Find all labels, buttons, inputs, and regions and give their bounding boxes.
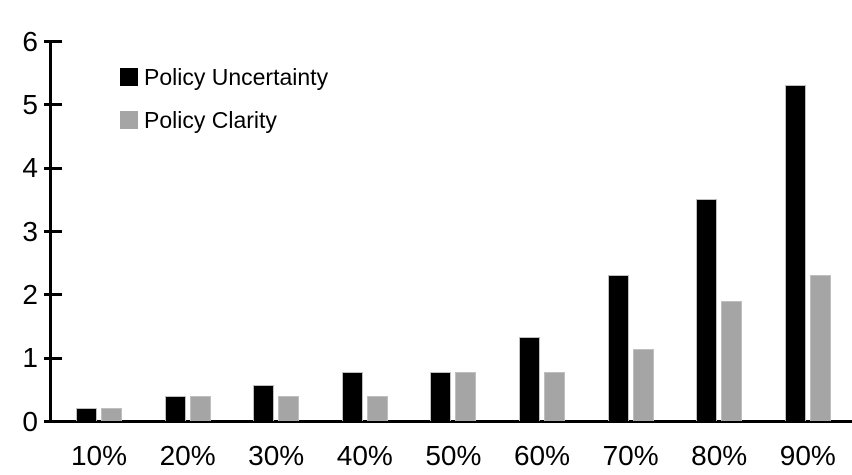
y-tick-label: 1 [22,342,38,374]
y-tick-label: 5 [22,88,38,120]
y-axis-tick [44,40,62,43]
legend-item-policy-uncertainty: Policy Uncertainty [120,64,328,90]
bar-policy-clarity-50- [455,372,477,421]
legend-item-policy-clarity: Policy Clarity [120,107,328,133]
bar-policy-uncertainty-20- [164,395,186,421]
y-axis-tick [44,293,62,297]
bar-policy-uncertainty-70- [607,275,629,421]
x-axis-label: 90% [779,440,836,471]
bar-policy-clarity-80- [721,300,743,421]
bar-policy-uncertainty-90- [784,85,806,421]
bar-policy-clarity-30- [278,395,300,421]
y-axis-tick [44,230,62,233]
y-axis-tick [44,356,62,360]
bar-policy-clarity-70- [632,349,654,421]
x-axis-label: 60% [513,440,571,471]
y-tick-label: 4 [22,152,38,184]
x-axis-label: 50% [425,440,482,471]
bar-policy-clarity-60- [544,372,565,421]
y-axis-tick [44,166,62,170]
legend-swatch-policy-clarity [120,111,138,129]
bar-policy-uncertainty-40- [341,372,363,421]
legend-label-policy-uncertainty: Policy Uncertainty [144,63,329,90]
bar-policy-uncertainty-10- [76,408,97,421]
bar-policy-uncertainty-60- [519,336,540,421]
bar-policy-clarity-20- [189,395,211,421]
bar-policy-clarity-90- [809,275,831,421]
legend-label-policy-clarity: Policy Clarity [144,106,277,133]
x-axis-label: 20% [159,440,216,471]
x-axis-label: 80% [691,440,748,471]
y-tick-label: 3 [22,215,38,247]
y-tick-label: 6 [22,25,38,57]
y-tick-label: 2 [22,278,38,310]
x-axis-label: 70% [602,440,659,471]
bar-policy-clarity-10- [101,408,122,421]
x-axis-label: 40% [336,440,393,471]
y-axis-tick [44,103,62,107]
legend-swatch-policy-uncertainty [120,68,138,86]
bar-policy-uncertainty-80- [696,199,718,421]
x-axis-label: 30% [248,440,305,471]
legend: Policy Uncertainty Policy Clarity [120,64,328,150]
bar-policy-clarity-40- [366,395,388,421]
y-axis-tick [44,420,62,423]
x-axis-label: 10% [70,440,128,471]
bar-policy-uncertainty-30- [253,384,275,421]
bar-policy-uncertainty-50- [430,371,452,421]
x-axis-line [49,420,852,423]
y-tick-label: 0 [22,405,38,437]
